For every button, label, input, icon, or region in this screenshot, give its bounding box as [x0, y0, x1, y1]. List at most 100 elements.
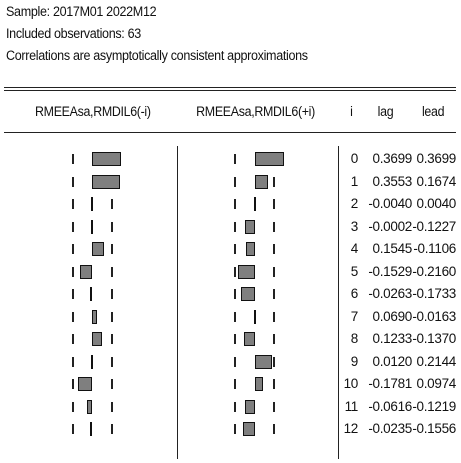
lead-correlation-bar: [255, 354, 272, 369]
lead-correlation-bar: [245, 399, 255, 414]
lead-correlation-bar: [244, 332, 255, 346]
right-ci-mark: [234, 424, 236, 434]
lag-correlation-bar: [92, 242, 105, 256]
lag-value: -0.0263: [368, 286, 412, 301]
lag-value: -0.0235: [368, 421, 412, 436]
right-ci-mark: [273, 289, 275, 299]
left-ci-mark: [72, 401, 74, 412]
lag-value: 0.0690: [372, 308, 413, 324]
row-index: 1: [350, 173, 359, 189]
lead-value: -0.1227: [412, 218, 456, 234]
lead-correlation-bar: [242, 422, 255, 436]
lag-correlation-bar: [80, 264, 92, 279]
row-index: 8: [350, 331, 359, 346]
lead-correlation-bar: [255, 174, 269, 189]
right-ci-mark: [234, 401, 236, 412]
lead-value: 0.2144: [416, 353, 457, 369]
left-ci-mark: [111, 334, 113, 344]
left-ci-mark: [72, 154, 74, 164]
top-rule: [4, 87, 456, 88]
lag-correlation-bar: [92, 309, 98, 324]
lead-correlation-bar: [241, 287, 255, 301]
right-ci-mark: [273, 424, 275, 434]
row-index: 12: [343, 421, 359, 436]
lag-correlation-bar: [91, 197, 93, 211]
right-ci-mark: [234, 176, 236, 187]
lead-value: 0.3699: [416, 151, 457, 166]
left-ci-mark: [111, 401, 113, 412]
right-ci-mark: [234, 199, 236, 209]
right-ci-mark: [234, 221, 236, 232]
left-ci-mark: [72, 424, 74, 434]
lag-value: -0.1781: [368, 376, 412, 391]
lead-correlation-bar: [246, 242, 255, 256]
note-line: Correlations are asymptotically consiste…: [6, 48, 308, 63]
left-ci-mark: [111, 356, 113, 367]
lag-value: 0.1545: [372, 241, 413, 256]
top-rule-double: [4, 90, 456, 91]
lead-correlation-bar: [254, 197, 256, 211]
right-ci-mark: [234, 356, 236, 367]
header-rule: [4, 132, 456, 133]
lead-value: -0.1106: [413, 241, 456, 256]
right-graph-header: RMEEAsa,RMDIL6(+i): [196, 104, 315, 119]
left-ci-mark: [111, 244, 113, 254]
lag-value: -0.1529: [368, 263, 412, 279]
row-index: 11: [344, 398, 359, 414]
lead-correlation-bar: [238, 264, 255, 279]
left-ci-mark: [111, 289, 113, 299]
right-ci-mark: [234, 311, 236, 322]
left-graph-separator: [177, 146, 178, 459]
row-index: 5: [350, 263, 359, 279]
left-ci-mark: [72, 311, 74, 322]
sample-line: Sample: 2017M01 2022M12: [6, 4, 157, 19]
right-ci-mark: [273, 266, 275, 277]
lag-correlation-bar: [89, 287, 92, 301]
lead-value: -0.1556: [412, 421, 456, 436]
left-graph-header: RMEEAsa,RMDIL6(-i): [35, 104, 151, 119]
lead-value: -0.0163: [412, 308, 456, 324]
lag-value: 0.3553: [372, 173, 413, 189]
lead-correlation-bar: [255, 152, 284, 166]
right-ci-mark: [273, 379, 275, 389]
right-ci-mark: [273, 199, 275, 209]
left-ci-mark: [111, 311, 113, 322]
right-ci-mark: [273, 176, 275, 187]
lead-value: -0.1219: [412, 398, 456, 414]
right-graph-separator: [338, 146, 339, 459]
lead-correlation-bar: [254, 309, 256, 324]
lag-value: 0.1233: [372, 331, 413, 346]
lag-value: -0.0040: [368, 196, 412, 211]
lead-correlation-bar: [245, 219, 255, 234]
right-ci-mark: [234, 154, 236, 164]
row-index: 9: [350, 353, 359, 369]
lag-correlation-bar: [91, 354, 93, 369]
left-ci-mark: [72, 176, 74, 187]
row-index: 2: [350, 196, 359, 211]
lag-correlation-bar: [92, 152, 121, 166]
row-index: 7: [350, 308, 359, 324]
right-ci-mark: [273, 334, 275, 344]
lag-value: 0.3699: [372, 151, 413, 166]
index-header: i: [350, 104, 353, 119]
left-ci-mark: [111, 199, 113, 209]
lag-correlation-bar: [87, 399, 92, 414]
left-ci-mark: [111, 221, 113, 232]
lag-value: -0.0616: [368, 398, 412, 414]
left-ci-mark: [72, 334, 74, 344]
observations-line: Included observations: 63: [6, 26, 141, 41]
right-ci-mark: [234, 266, 236, 277]
right-ci-mark: [273, 311, 275, 322]
lead-value: -0.1733: [412, 286, 456, 301]
lag-value: 0.0120: [372, 353, 413, 369]
row-index: 10: [343, 376, 359, 391]
right-ci-mark: [273, 244, 275, 254]
left-ci-mark: [72, 199, 74, 209]
left-ci-mark: [72, 356, 74, 367]
right-ci-mark: [234, 379, 236, 389]
left-ci-mark: [72, 221, 74, 232]
lag-correlation-bar: [92, 332, 102, 346]
lag-correlation-bar: [91, 219, 93, 234]
left-ci-mark: [72, 244, 74, 254]
lag-header: lag: [377, 104, 394, 119]
